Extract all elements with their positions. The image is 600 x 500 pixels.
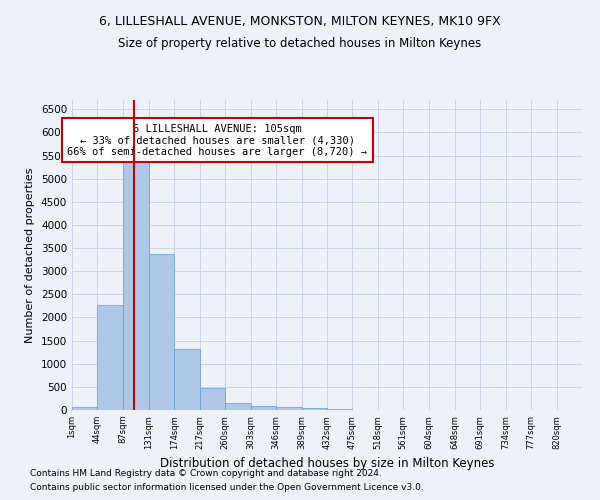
Bar: [225, 402, 251, 410]
Bar: [251, 406, 276, 410]
X-axis label: Distribution of detached houses by size in Milton Keynes: Distribution of detached houses by size …: [160, 457, 494, 470]
Bar: [97, 304, 123, 410]
Bar: [327, 409, 352, 410]
Bar: [175, 350, 200, 410]
Text: 6 LILLESHALL AVENUE: 105sqm
← 33% of detached houses are smaller (4,330)
66% of : 6 LILLESHALL AVENUE: 105sqm ← 33% of det…: [67, 124, 367, 157]
Text: Contains public sector information licensed under the Open Government Licence v3: Contains public sector information licen…: [30, 484, 424, 492]
Bar: [72, 407, 97, 410]
Y-axis label: Number of detached properties: Number of detached properties: [25, 168, 35, 342]
Bar: [276, 408, 302, 410]
Bar: [123, 159, 149, 410]
Text: Contains HM Land Registry data © Crown copyright and database right 2024.: Contains HM Land Registry data © Crown c…: [30, 468, 382, 477]
Bar: [302, 408, 327, 410]
Text: Size of property relative to detached houses in Milton Keynes: Size of property relative to detached ho…: [118, 38, 482, 51]
Text: 6, LILLESHALL AVENUE, MONKSTON, MILTON KEYNES, MK10 9FX: 6, LILLESHALL AVENUE, MONKSTON, MILTON K…: [99, 15, 501, 28]
Bar: [200, 388, 225, 410]
Bar: [149, 254, 175, 410]
